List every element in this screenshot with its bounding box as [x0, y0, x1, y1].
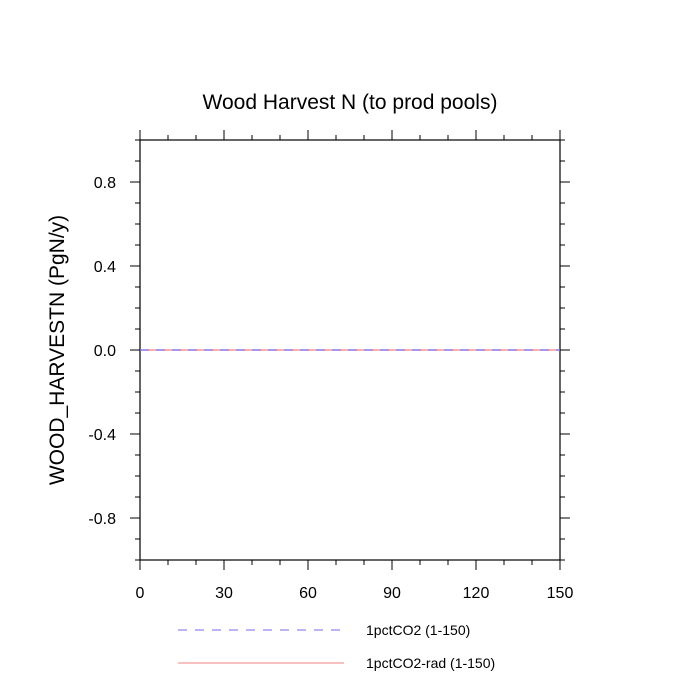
y-tick-label: 0.4 [94, 259, 116, 276]
x-tick-label: 90 [383, 585, 401, 602]
x-tick-label: 150 [547, 585, 574, 602]
x-tick-label: 0 [136, 585, 145, 602]
x-tick-label: 60 [299, 585, 317, 602]
plot-area: 0 30 60 90 120 150 -0.8 -0.4 0.0 0.4 0.8 [88, 130, 573, 602]
y-tick-label: -0.4 [88, 427, 116, 444]
y-tick-label: 0.0 [94, 343, 116, 360]
y-tick-label: -0.8 [88, 511, 116, 528]
major-ticks [130, 130, 570, 570]
y-tick-label: 0.8 [94, 175, 116, 192]
tick-labels: 0 30 60 90 120 150 -0.8 -0.4 0.0 0.4 0.8 [88, 175, 573, 602]
legend: 1pctCO2 (1-150) 1pctCO2-rad (1-150) [178, 622, 495, 671]
x-tick-label: 30 [215, 585, 233, 602]
chart-title: Wood Harvest N (to prod pools) [203, 91, 498, 114]
y-axis-label: WOOD_HARVESTN (PgN/y) [46, 215, 69, 485]
legend-label: 1pctCO2 (1-150) [366, 622, 470, 638]
x-tick-label: 120 [463, 585, 490, 602]
minor-ticks [135, 135, 565, 565]
legend-label: 1pctCO2-rad (1-150) [366, 655, 495, 671]
